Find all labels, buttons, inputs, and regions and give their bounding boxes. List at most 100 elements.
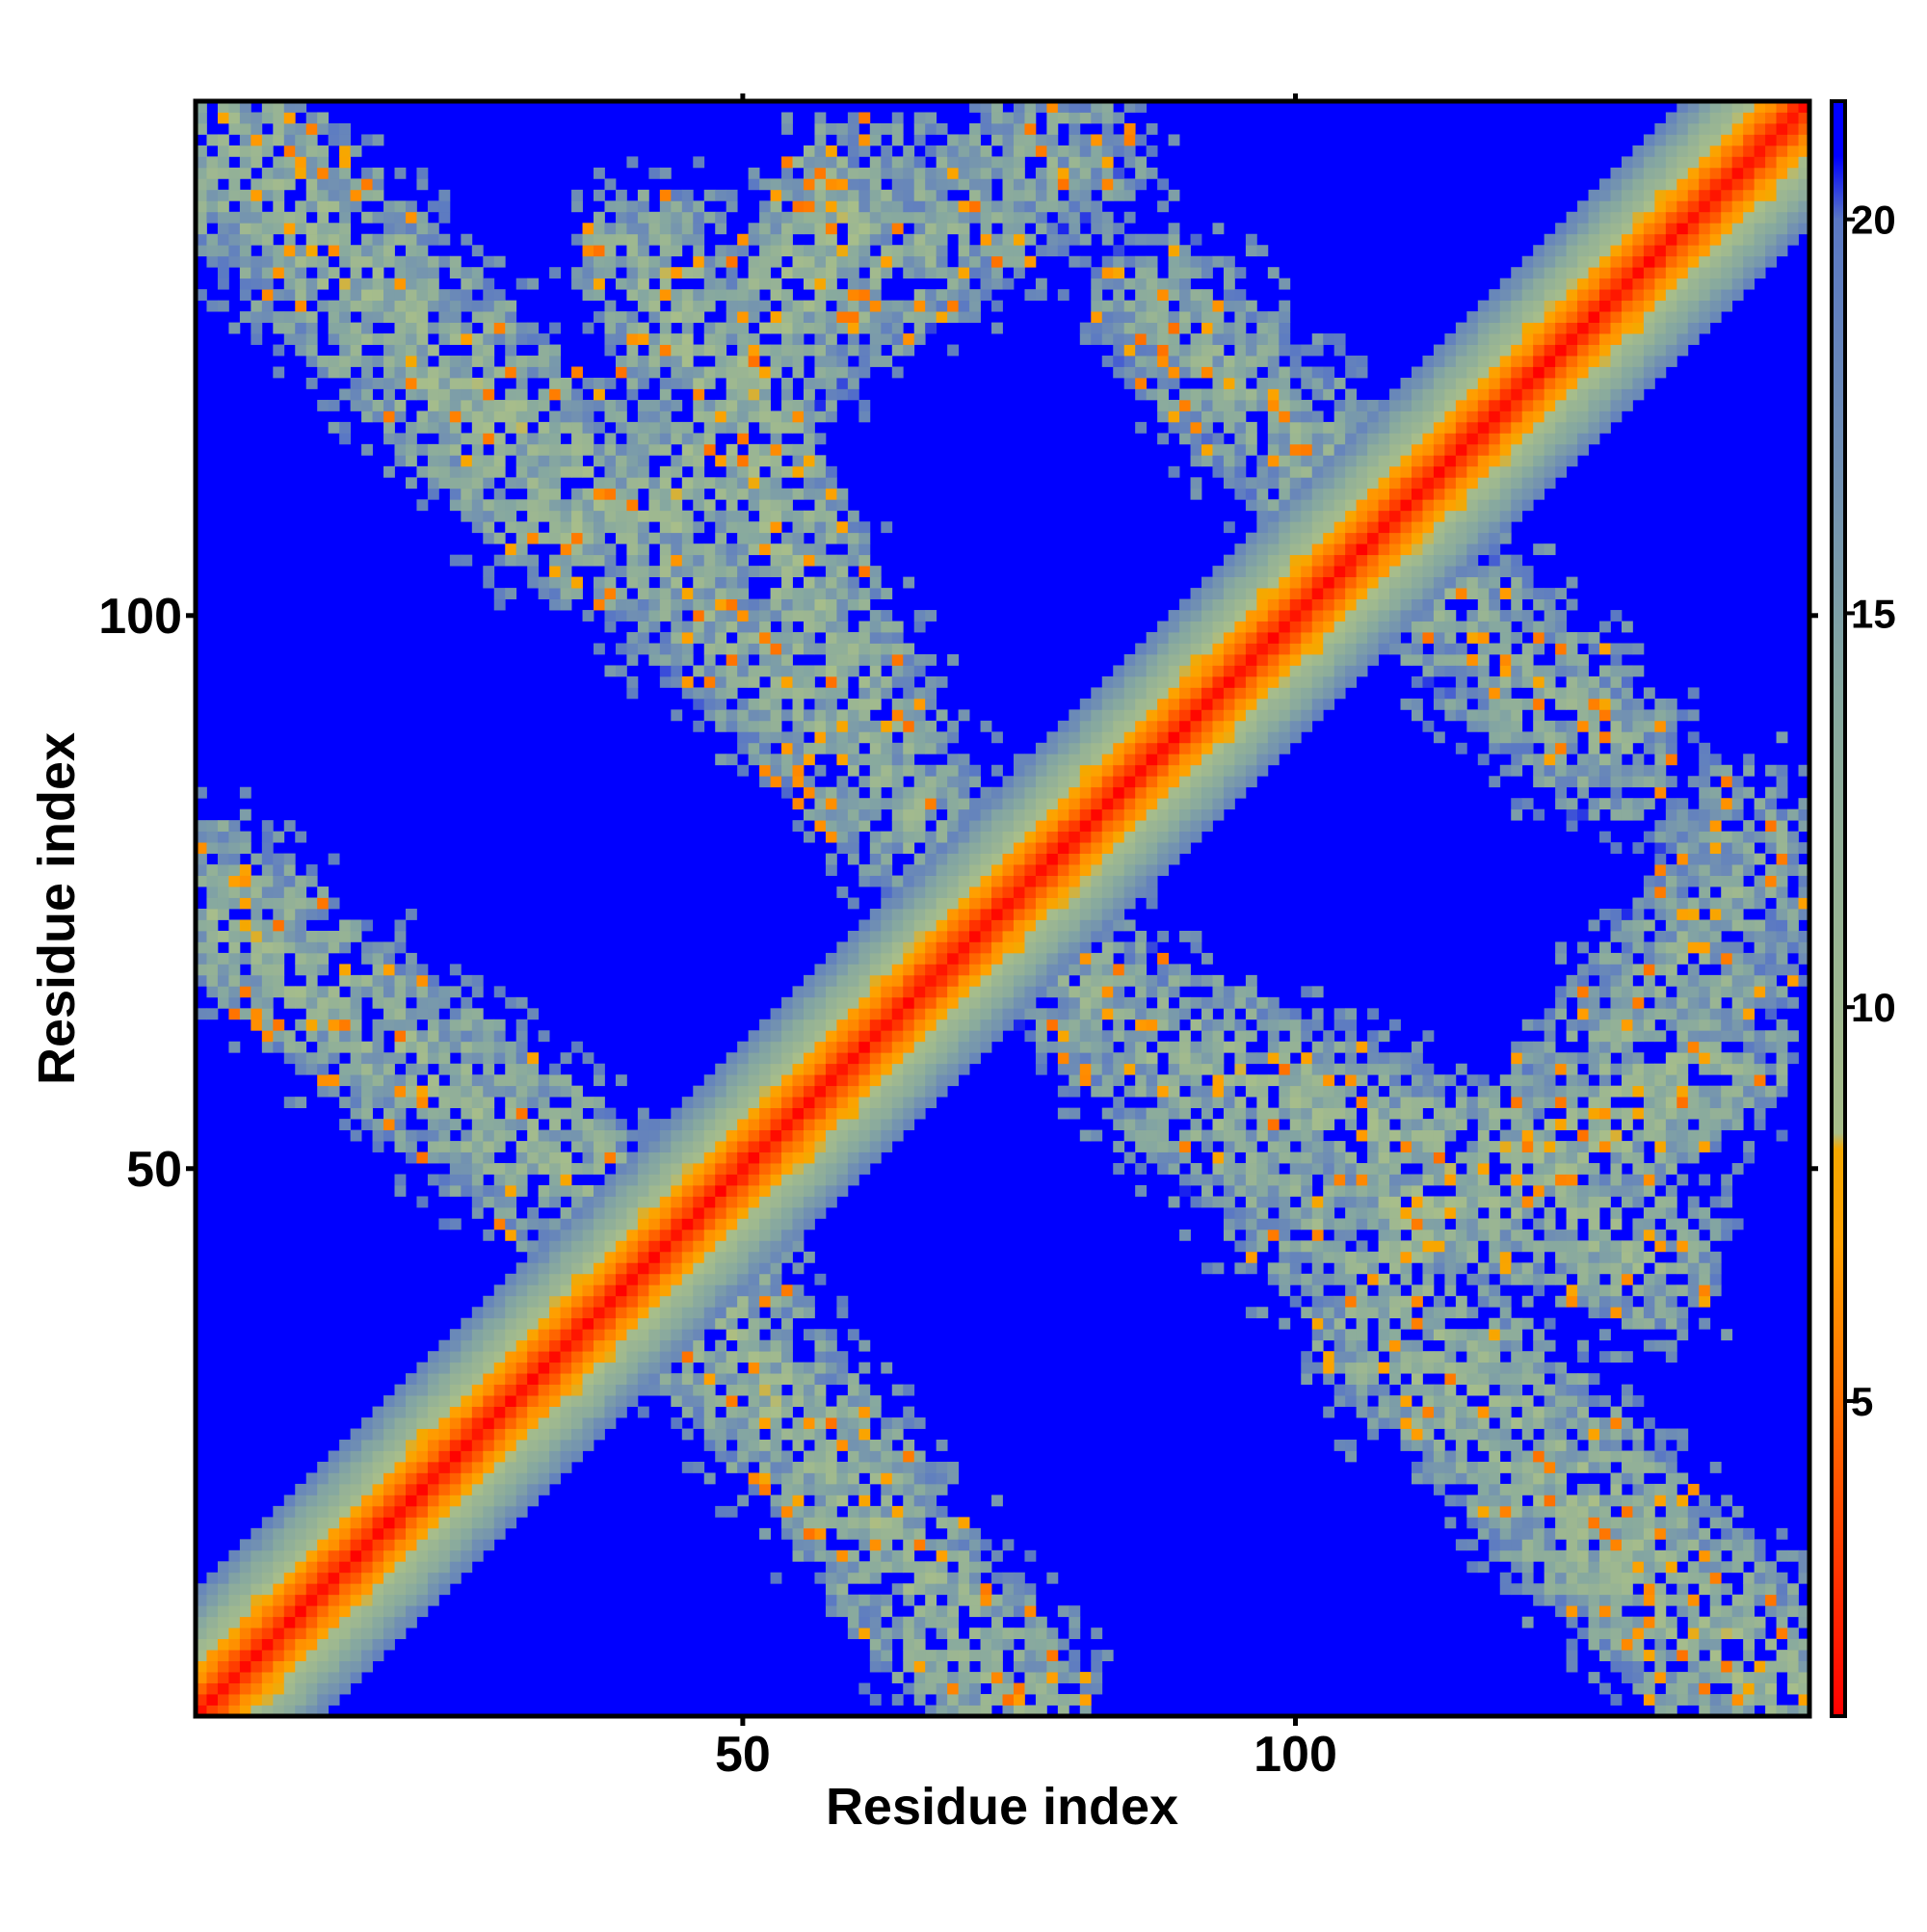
heatmap-cell bbox=[549, 1151, 561, 1164]
heatmap-cell bbox=[980, 1561, 992, 1574]
heatmap-cell bbox=[681, 267, 694, 279]
heatmap-cell bbox=[1035, 1628, 1047, 1640]
heatmap-cell bbox=[869, 1085, 882, 1098]
heatmap-cell bbox=[847, 643, 859, 655]
heatmap-cell bbox=[438, 1395, 451, 1407]
heatmap-cell bbox=[571, 1273, 583, 1285]
heatmap-cell bbox=[560, 532, 572, 544]
heatmap-cell bbox=[217, 820, 229, 833]
heatmap-cell bbox=[350, 1483, 362, 1495]
heatmap-cell bbox=[594, 421, 605, 434]
heatmap-cell bbox=[936, 1616, 948, 1628]
heatmap-cell bbox=[891, 1472, 904, 1485]
heatmap-cell bbox=[217, 1650, 229, 1661]
heatmap-cell bbox=[726, 300, 738, 312]
heatmap-cell bbox=[505, 421, 517, 434]
heatmap-cell bbox=[471, 1440, 484, 1451]
heatmap-cell bbox=[770, 410, 782, 423]
heatmap-cell bbox=[659, 1151, 672, 1164]
heatmap-cell bbox=[604, 455, 617, 467]
heatmap-cell bbox=[471, 1206, 484, 1219]
heatmap-cell bbox=[781, 643, 793, 655]
heatmap-cell bbox=[903, 974, 915, 987]
heatmap-cell bbox=[317, 167, 330, 179]
heatmap-cell bbox=[947, 178, 960, 191]
heatmap-cell bbox=[671, 643, 683, 655]
heatmap-cell bbox=[836, 831, 849, 843]
heatmap-cell bbox=[991, 101, 1003, 113]
heatmap-cell bbox=[594, 643, 605, 655]
heatmap-cell bbox=[869, 875, 882, 887]
heatmap-cell bbox=[759, 1284, 771, 1297]
heatmap-cell bbox=[803, 742, 815, 754]
heatmap-cell bbox=[615, 1218, 627, 1231]
heatmap-cell bbox=[759, 1527, 771, 1540]
heatmap-cell bbox=[527, 477, 540, 490]
heatmap-cell bbox=[814, 1184, 827, 1197]
heatmap-cell bbox=[891, 1694, 904, 1706]
heatmap-cell bbox=[295, 200, 307, 213]
heatmap-cell bbox=[626, 521, 639, 534]
heatmap-cell bbox=[483, 1052, 495, 1065]
heatmap-cell bbox=[239, 1572, 251, 1584]
heatmap-cell bbox=[438, 443, 451, 456]
heatmap-cell bbox=[217, 1694, 229, 1706]
heatmap-cell bbox=[681, 300, 694, 312]
heatmap-cell bbox=[936, 311, 948, 323]
heatmap-cell bbox=[372, 1527, 384, 1540]
heatmap-cell bbox=[693, 1107, 705, 1120]
heatmap-cell bbox=[770, 1251, 782, 1263]
heatmap-cell bbox=[416, 443, 429, 456]
heatmap-cell bbox=[505, 443, 517, 456]
heatmap-cell bbox=[792, 776, 805, 788]
heatmap-cell bbox=[461, 1539, 473, 1551]
heatmap-cell bbox=[969, 842, 981, 854]
heatmap-cell bbox=[582, 1097, 594, 1109]
heatmap-cell bbox=[1013, 964, 1025, 976]
heatmap-cell bbox=[383, 1461, 395, 1473]
heatmap-cell bbox=[991, 1616, 1003, 1628]
heatmap-cell bbox=[891, 776, 904, 788]
heatmap-cell bbox=[527, 366, 540, 379]
heatmap-cell bbox=[350, 1063, 362, 1075]
heatmap-cell bbox=[1013, 808, 1025, 821]
heatmap-cell bbox=[671, 488, 683, 500]
heatmap-cell bbox=[350, 356, 362, 367]
heatmap-cell bbox=[925, 322, 937, 334]
heatmap-cell bbox=[527, 1483, 540, 1495]
heatmap-cell bbox=[493, 488, 506, 500]
heatmap-cell bbox=[881, 831, 893, 843]
heatmap-cell bbox=[339, 333, 352, 345]
heatmap-cell bbox=[726, 1384, 738, 1396]
heatmap-cell bbox=[759, 1041, 771, 1053]
heatmap-cell bbox=[936, 1505, 948, 1518]
heatmap-cell bbox=[538, 388, 550, 401]
heatmap-cell bbox=[305, 1616, 318, 1628]
heatmap-cell bbox=[295, 1549, 307, 1562]
heatmap-cell bbox=[394, 986, 407, 998]
heatmap-cell bbox=[493, 1339, 506, 1352]
heatmap-cell bbox=[969, 887, 981, 898]
heatmap-cell bbox=[273, 1572, 285, 1584]
heatmap-cell bbox=[980, 786, 992, 799]
heatmap-cell bbox=[549, 410, 561, 423]
heatmap-cell bbox=[913, 687, 926, 700]
heatmap-cell bbox=[549, 1196, 561, 1208]
heatmap-cell bbox=[903, 1660, 915, 1673]
heatmap-cell bbox=[273, 289, 285, 302]
heatmap-cell bbox=[305, 1572, 318, 1584]
heatmap-cell bbox=[471, 1119, 484, 1130]
heatmap-cell bbox=[947, 786, 960, 799]
heatmap-cell bbox=[726, 377, 738, 389]
heatmap-cell bbox=[361, 1063, 373, 1075]
heatmap-cell bbox=[792, 1240, 805, 1253]
heatmap-cell bbox=[792, 1141, 805, 1152]
heatmap-cell bbox=[693, 1417, 705, 1429]
heatmap-cell bbox=[825, 1119, 837, 1130]
heatmap-cell bbox=[991, 134, 1003, 146]
heatmap-cell bbox=[549, 477, 561, 490]
heatmap-cell bbox=[703, 1151, 716, 1164]
heatmap-cell bbox=[671, 1262, 683, 1275]
heatmap-cell bbox=[571, 399, 583, 411]
heatmap-cell bbox=[792, 1505, 805, 1518]
